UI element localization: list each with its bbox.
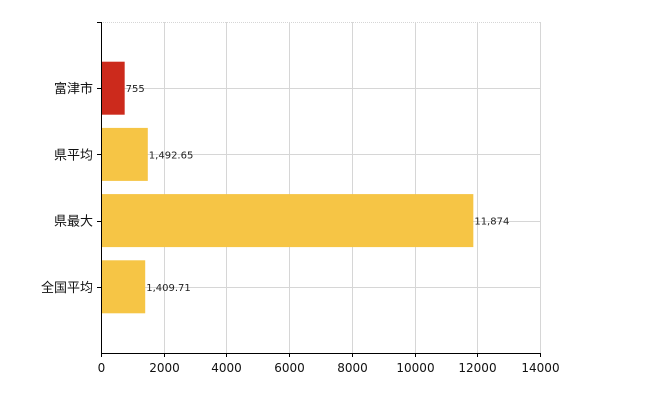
bar [102, 61, 125, 115]
x-tick-label: 14000 [521, 361, 559, 375]
grid-layer [101, 22, 541, 353]
axis-layer [97, 22, 541, 357]
data-label: 1,409.71 [146, 283, 191, 294]
category-label: 富津市 [54, 81, 93, 97]
category-label: 全国平均 [41, 280, 93, 296]
data-label: 755 [126, 84, 145, 95]
x-tick-label: 10000 [396, 361, 434, 375]
bar [102, 260, 146, 314]
bar-layer [102, 61, 474, 314]
category-label: 県最大 [54, 215, 93, 230]
x-tick-label: 0 [98, 361, 106, 375]
x-tick-label: 4000 [211, 361, 242, 375]
x-tick-label: 6000 [274, 361, 305, 375]
x-tick-label: 2000 [149, 361, 180, 375]
x-tick-label: 12000 [458, 361, 496, 375]
bar [102, 127, 148, 181]
x-tick-label: 8000 [337, 361, 368, 375]
data-label: 1,492.65 [149, 150, 194, 161]
bar [102, 194, 474, 248]
data-label: 11,874 [474, 217, 509, 228]
category-label: 県平均 [54, 148, 93, 163]
